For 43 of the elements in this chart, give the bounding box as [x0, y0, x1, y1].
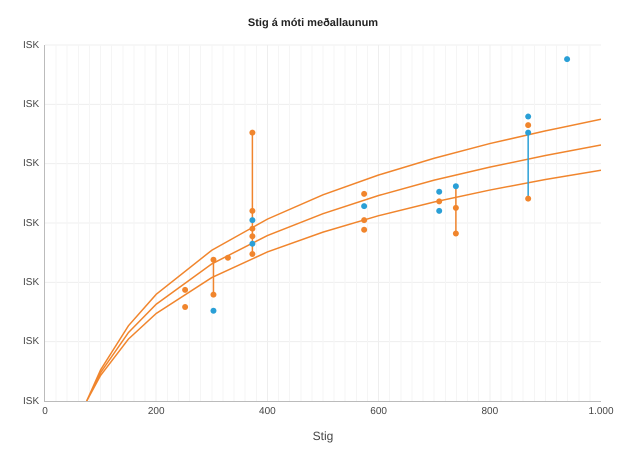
- text: ISK: [23, 218, 40, 229]
- point: [249, 233, 256, 240]
- text: ISK: [23, 40, 40, 51]
- point: [361, 217, 368, 224]
- point: [525, 114, 532, 120]
- point: [361, 190, 368, 197]
- point: [210, 308, 216, 314]
- text: ISK: [23, 336, 40, 347]
- point: [564, 56, 570, 62]
- point: [361, 203, 368, 210]
- point: [525, 130, 532, 136]
- point: [210, 256, 216, 263]
- text: ISK: [23, 396, 40, 407]
- text: ISK: [23, 99, 40, 110]
- point: [436, 188, 442, 195]
- chart-title: Stig á móti meðallaunum: [248, 16, 378, 29]
- point: [224, 254, 231, 261]
- x-tick-label: 200: [148, 406, 165, 417]
- text: ISK: [23, 277, 40, 288]
- point: [249, 226, 256, 232]
- point: [249, 250, 256, 257]
- point: [249, 208, 256, 214]
- text: ISK: [23, 158, 40, 169]
- x-tick-label: 800: [481, 406, 499, 417]
- point: [452, 230, 459, 236]
- point: [210, 292, 216, 298]
- point: [436, 198, 442, 204]
- point: [249, 217, 256, 224]
- point: [452, 183, 459, 190]
- point: [182, 304, 188, 310]
- point: [182, 286, 188, 293]
- point: [525, 196, 532, 202]
- point: [249, 240, 256, 247]
- point: [525, 122, 532, 128]
- x-axis-title: Stig: [312, 428, 334, 443]
- point: [361, 226, 368, 233]
- x-tick-label: 1.000: [588, 406, 614, 417]
- point: [452, 204, 459, 211]
- x-tick-label: 400: [259, 406, 276, 417]
- point: [249, 130, 256, 136]
- point: [436, 208, 442, 214]
- x-tick-label: 600: [370, 406, 388, 417]
- x-tick-label: 0: [42, 406, 48, 417]
